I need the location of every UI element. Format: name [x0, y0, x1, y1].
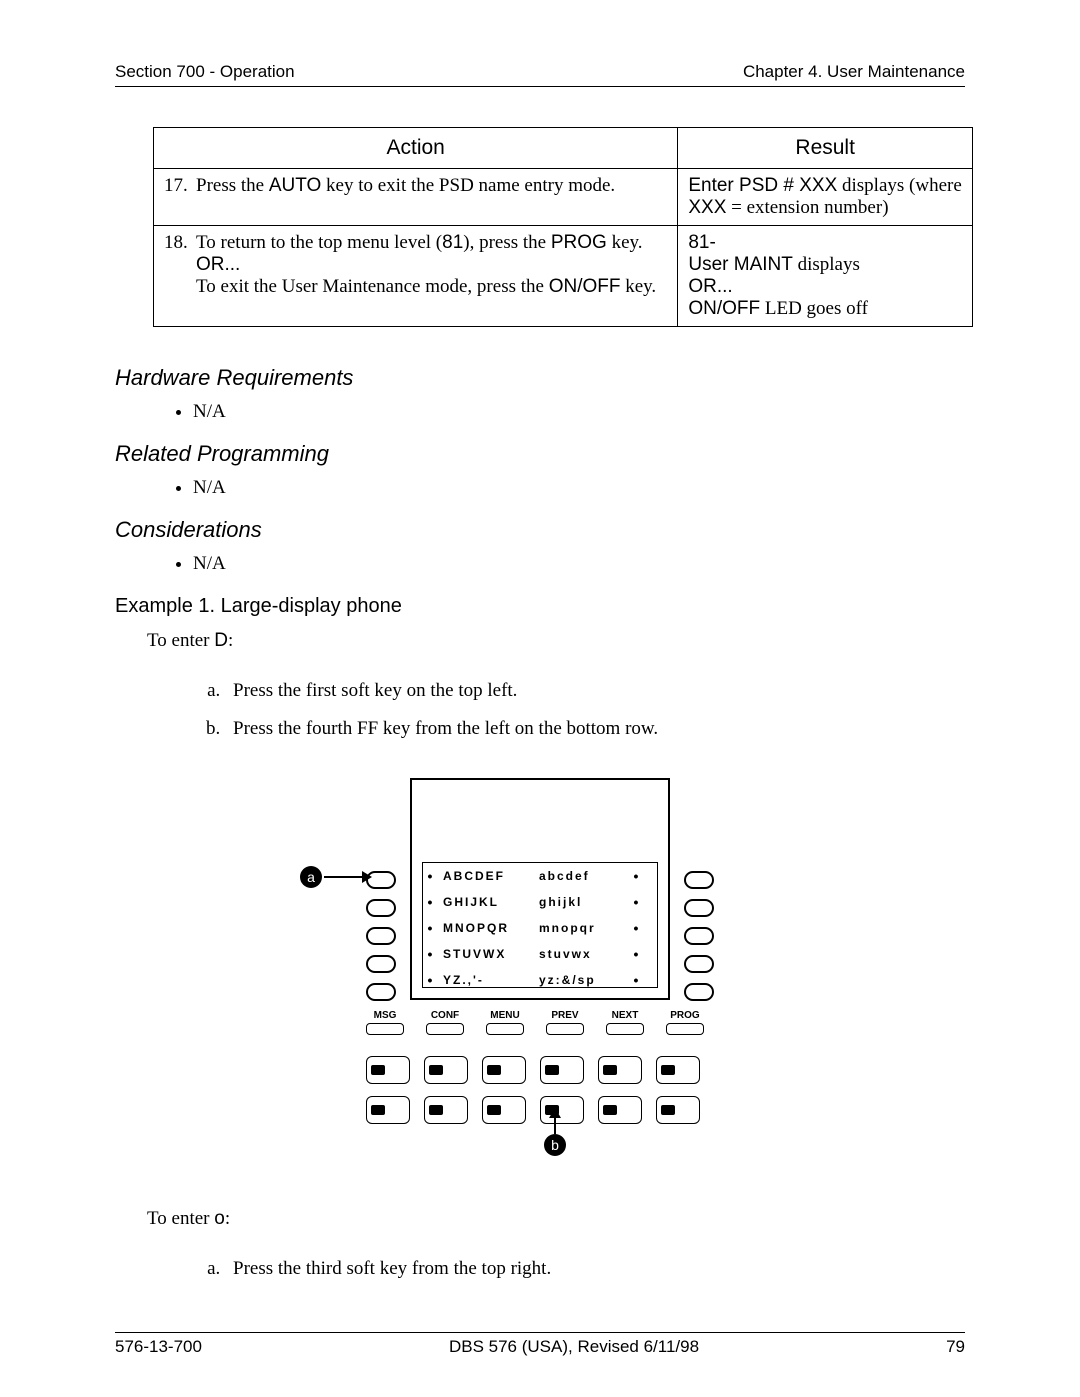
phone-figure: a •ABCDEFabcdef• — [115, 778, 965, 1168]
page-footer: 576-13-700 DBS 576 (USA), Revised 6/11/9… — [115, 1332, 965, 1357]
arrow-b-line — [554, 1118, 556, 1134]
phone-screen: •ABCDEFabcdef• •GHIJKLghijkl• •MNOPQRmno… — [410, 778, 670, 1000]
softkey-right-4 — [684, 955, 714, 973]
heading-related-programming: Related Programming — [115, 441, 965, 467]
menu-row: MSG CONF MENU PREV NEXT PROG — [366, 1010, 704, 1035]
table-row: 17. Press the AUTO key to exit the PSD n… — [154, 169, 973, 226]
step-item: Press the fourth FF key from the left on… — [225, 710, 965, 748]
header-left: Section 700 - Operation — [115, 62, 295, 82]
callout-b: b — [544, 1134, 566, 1156]
steps-list-o: Press the third soft key from the top ri… — [225, 1250, 965, 1288]
softkey-left-5 — [366, 983, 396, 1001]
example-title: Example 1. Large-display phone — [115, 595, 965, 618]
ff-key — [424, 1056, 468, 1084]
softkey-left-2 — [366, 899, 396, 917]
row-action: To return to the top menu level (81), pr… — [196, 232, 667, 298]
arrow-a-line — [324, 876, 364, 878]
heading-considerations: Considerations — [115, 517, 965, 543]
menu-btn-next — [606, 1023, 644, 1035]
step-item: Press the first soft key on the top left… — [225, 672, 965, 710]
step-item: Press the third soft key from the top ri… — [225, 1250, 965, 1288]
row-result: 81- User MAINT displays OR... ON/OFF LED… — [678, 226, 973, 327]
row-num: 18. — [164, 232, 196, 298]
callout-a: a — [300, 866, 322, 888]
menu-btn-prev — [546, 1023, 584, 1035]
row-num: 17. — [164, 175, 196, 197]
footer-center: DBS 576 (USA), Revised 6/11/98 — [449, 1337, 699, 1357]
ff-key — [598, 1056, 642, 1084]
softkey-col-left — [366, 868, 396, 1004]
steps-list-d: Press the first soft key on the top left… — [225, 672, 965, 748]
arrow-b-head-icon — [549, 1108, 561, 1118]
list-item: N/A — [193, 551, 965, 577]
ff-key — [424, 1096, 468, 1124]
th-action: Action — [154, 128, 678, 169]
ff-key — [598, 1096, 642, 1124]
enter-d-text: To enter D: — [147, 630, 965, 652]
menu-btn-msg — [366, 1023, 404, 1035]
softkey-left-1 — [366, 871, 396, 889]
enter-o-text: To enter o: — [147, 1208, 965, 1230]
ff-key — [540, 1096, 584, 1124]
header-right: Chapter 4. User Maintenance — [743, 62, 965, 82]
heading-hardware: Hardware Requirements — [115, 365, 965, 391]
footer-right: 79 — [946, 1337, 965, 1357]
ff-key — [366, 1056, 410, 1084]
softkey-right-5 — [684, 983, 714, 1001]
softkey-right-1 — [684, 871, 714, 889]
softkey-left-4 — [366, 955, 396, 973]
softkey-left-3 — [366, 927, 396, 945]
ff-key — [366, 1096, 410, 1124]
menu-btn-menu — [486, 1023, 524, 1035]
row-action: Press the AUTO key to exit the PSD name … — [196, 175, 667, 197]
list-item: N/A — [193, 475, 965, 501]
page-header: Section 700 - Operation Chapter 4. User … — [115, 62, 965, 87]
menu-btn-prog — [666, 1023, 704, 1035]
softkey-right-3 — [684, 927, 714, 945]
row-result: Enter PSD # XXX displays (where XXX = ex… — [678, 169, 973, 226]
softkey-right-2 — [684, 899, 714, 917]
ff-key — [540, 1056, 584, 1084]
menu-btn-conf — [426, 1023, 464, 1035]
ff-key-rows — [366, 1056, 700, 1124]
ff-key — [482, 1056, 526, 1084]
table-row: 18. To return to the top menu level (81)… — [154, 226, 973, 327]
footer-left: 576-13-700 — [115, 1337, 202, 1357]
action-result-table: Action Result 17. Press the AUTO key to … — [153, 127, 973, 327]
softkey-col-right — [684, 868, 714, 1004]
th-result: Result — [678, 128, 973, 169]
ff-key — [482, 1096, 526, 1124]
ff-key — [656, 1056, 700, 1084]
ff-key — [656, 1096, 700, 1124]
list-item: N/A — [193, 399, 965, 425]
